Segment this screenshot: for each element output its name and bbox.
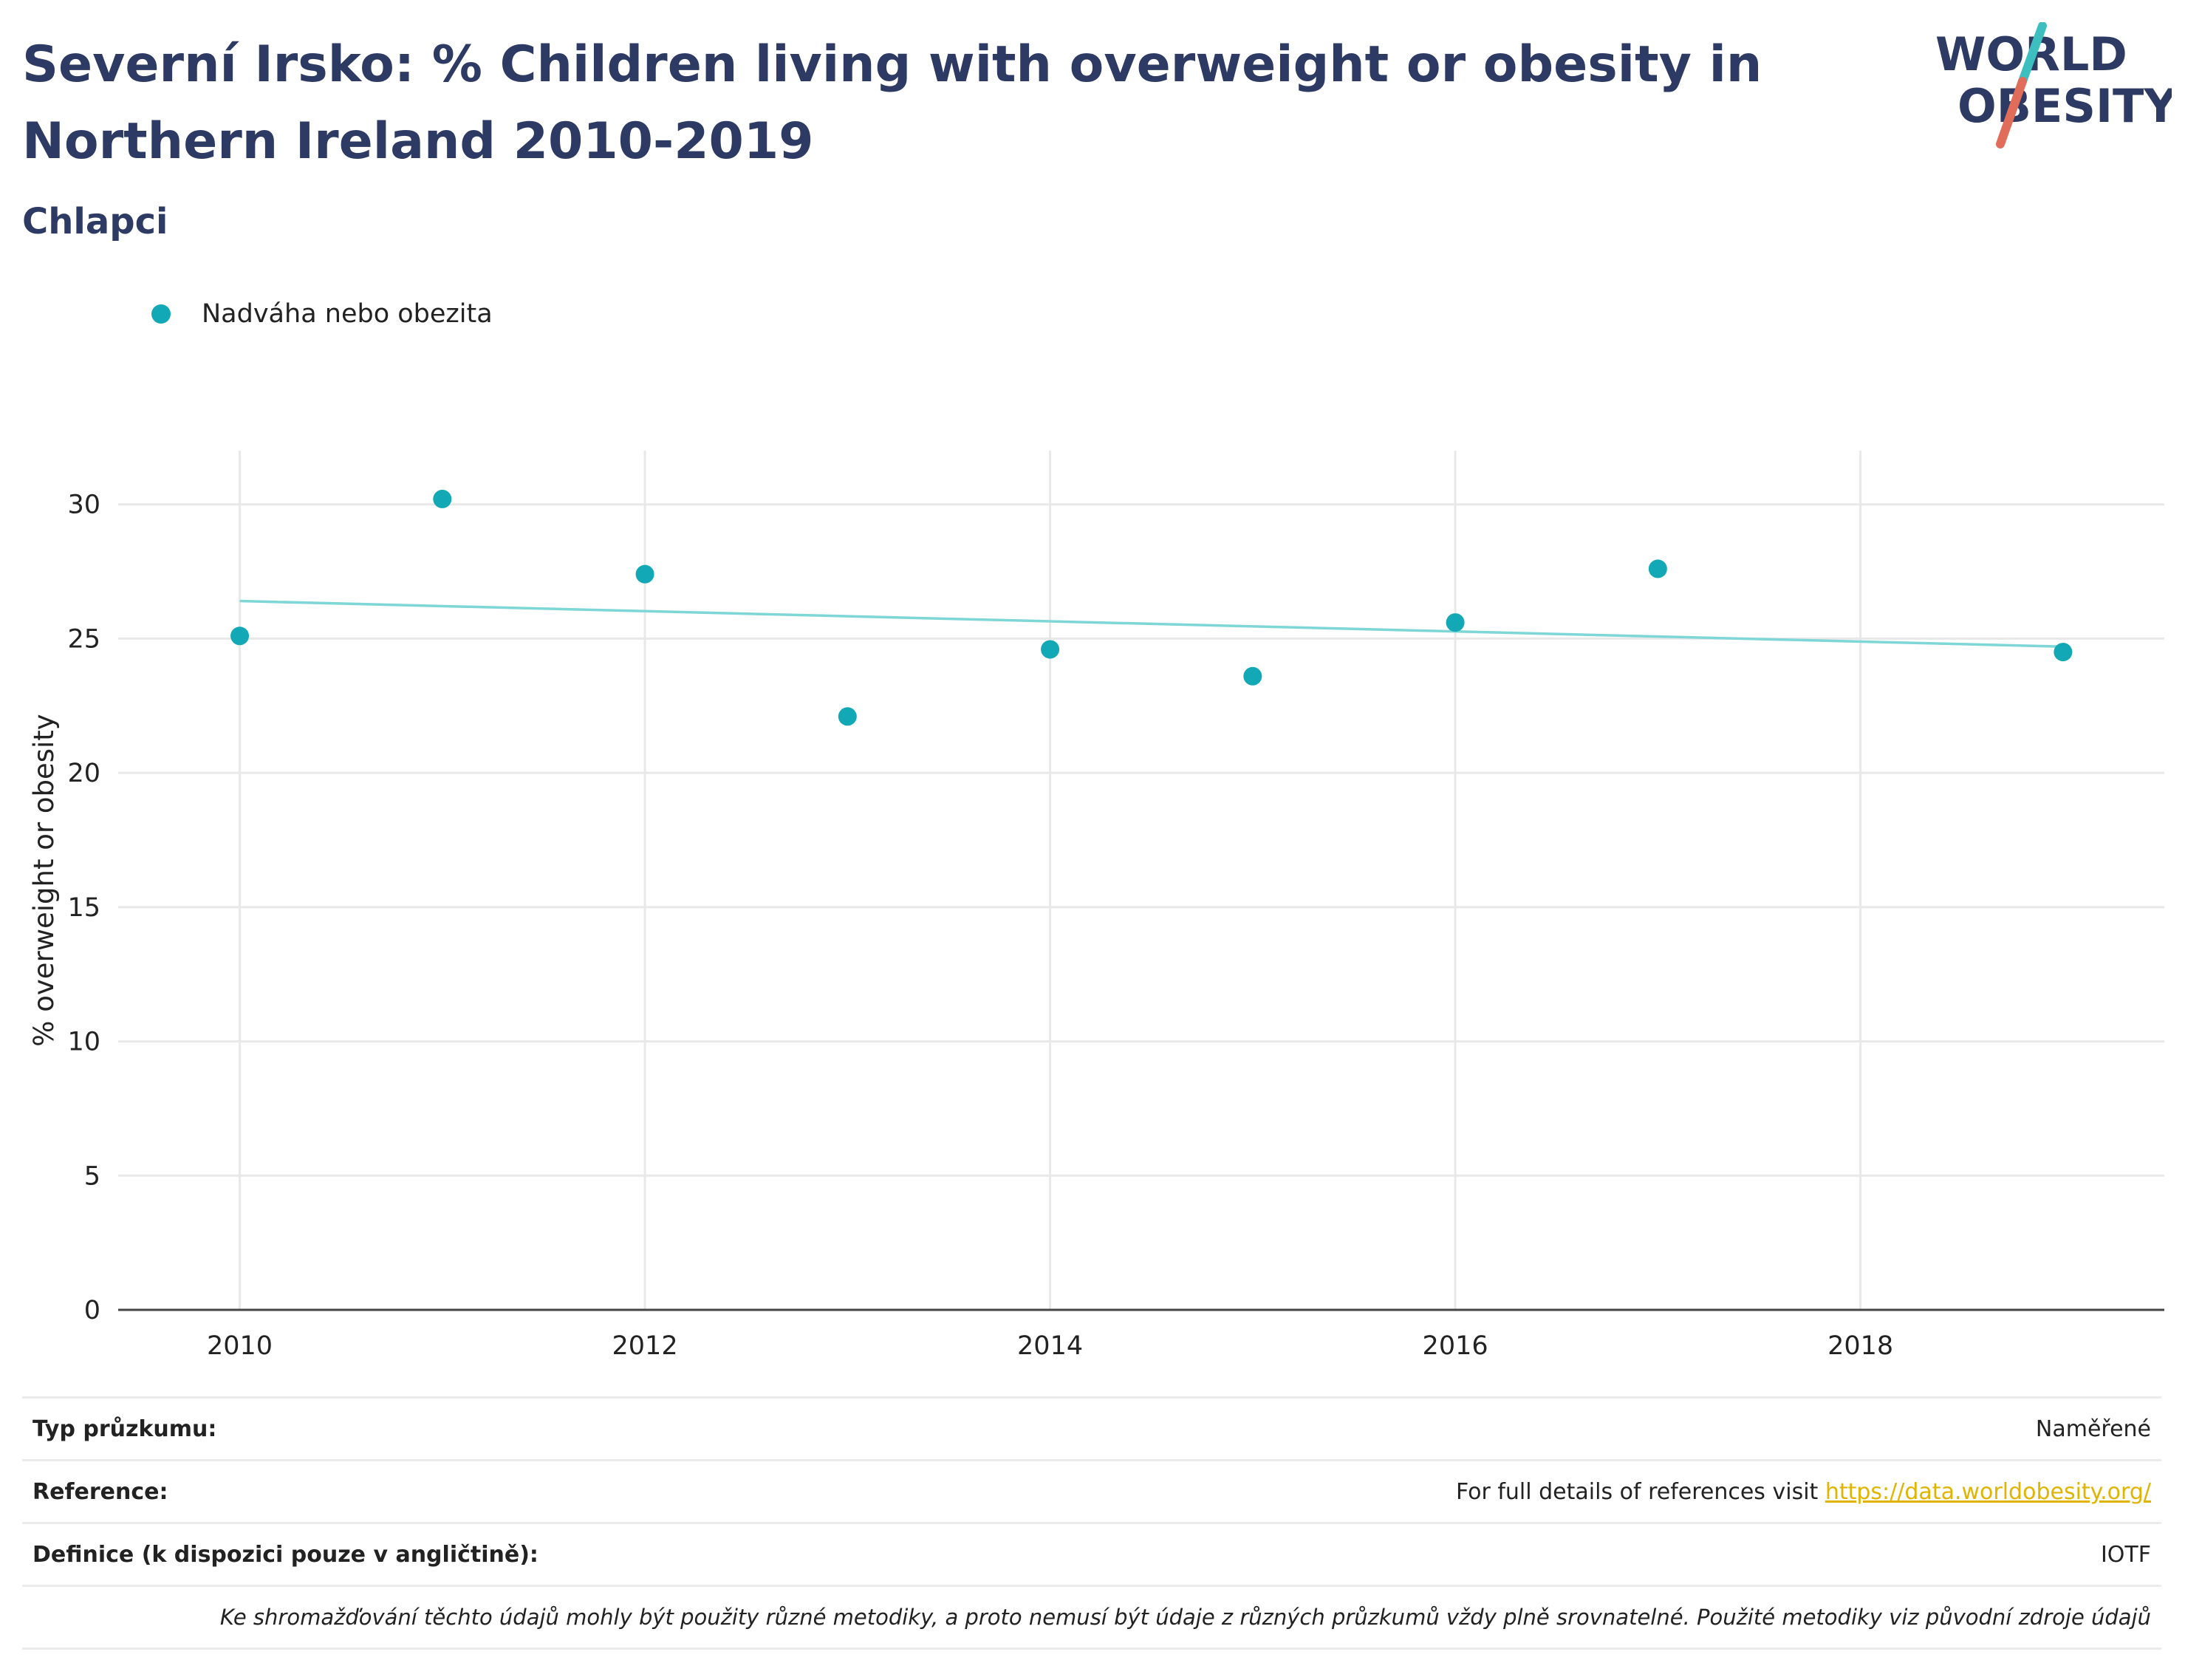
info-row-reference: Reference: For full details of reference… <box>22 1459 2161 1522</box>
x-tick-label: 2012 <box>612 1331 678 1361</box>
y-tick-label: 30 <box>67 491 100 520</box>
y-tick-label: 5 <box>84 1161 100 1191</box>
data-point <box>635 564 654 584</box>
info-table: Typ průzkumu: Naměřené Reference: For fu… <box>22 1396 2161 1650</box>
logo-slash-bottom <box>1996 77 2027 148</box>
x-tick-label: 2016 <box>1423 1331 1488 1361</box>
trend-line <box>239 599 2063 649</box>
info-row-definition: Definice (k dispozici pouze v angličtině… <box>22 1522 2161 1585</box>
survey-type-label: Typ průzkumu: <box>33 1416 217 1442</box>
data-point <box>1446 613 1465 632</box>
reference-label: Reference: <box>33 1478 168 1505</box>
y-axis-title: % overweight or obesity <box>28 714 60 1046</box>
data-point <box>433 489 452 508</box>
y-tick-label: 25 <box>67 624 100 654</box>
data-point <box>2054 643 2073 662</box>
y-tick-label: 15 <box>67 893 100 923</box>
data-point <box>838 707 857 726</box>
methodology-note: Ke shromažďování těchto údajů mohly být … <box>22 1585 2161 1650</box>
scatter-chart: 0 5 10 15 20 25 30 2010 2012 2014 2016 2018 % overwe… <box>28 451 2164 1361</box>
logo-text-obesity: OBESITY <box>1957 79 2172 133</box>
chart-subtitle: Chlapci <box>22 201 168 242</box>
legend[interactable]: Nadváha nebo obezita <box>151 296 493 332</box>
data-point <box>1041 640 1060 659</box>
definition-value: IOTF <box>2100 1541 2151 1568</box>
definition-label: Definice (k dispozici pouze v angličtině… <box>33 1541 538 1568</box>
legend-label: Nadváha nebo obezita <box>202 299 493 329</box>
data-point <box>1648 559 1667 578</box>
legend-marker <box>151 304 171 324</box>
x-tick-label: 2014 <box>1017 1331 1083 1361</box>
y-tick-label: 0 <box>84 1296 100 1325</box>
y-tick-label: 20 <box>67 759 100 788</box>
survey-type-value: Naměřené <box>2035 1416 2151 1442</box>
reference-link[interactable]: https://data.worldobesity.org/ <box>1825 1478 2151 1505</box>
logo-slash-top <box>2018 22 2047 86</box>
reference-text: For full details of references visit <box>1455 1478 1819 1505</box>
x-tick-label: 2010 <box>207 1331 273 1361</box>
y-tick-label: 10 <box>67 1028 100 1057</box>
reference-value: For full details of references visit htt… <box>1456 1479 2151 1505</box>
x-tick-label: 2018 <box>1827 1331 1893 1361</box>
world-obesity-logo: WORLD OBESITY <box>1935 22 2172 148</box>
data-point <box>230 626 250 646</box>
info-row-survey-type: Typ průzkumu: Naměřené <box>22 1396 2161 1459</box>
data-point <box>1243 666 1262 686</box>
chart-title: Severní Irsko: % Children living with ov… <box>22 35 1762 171</box>
